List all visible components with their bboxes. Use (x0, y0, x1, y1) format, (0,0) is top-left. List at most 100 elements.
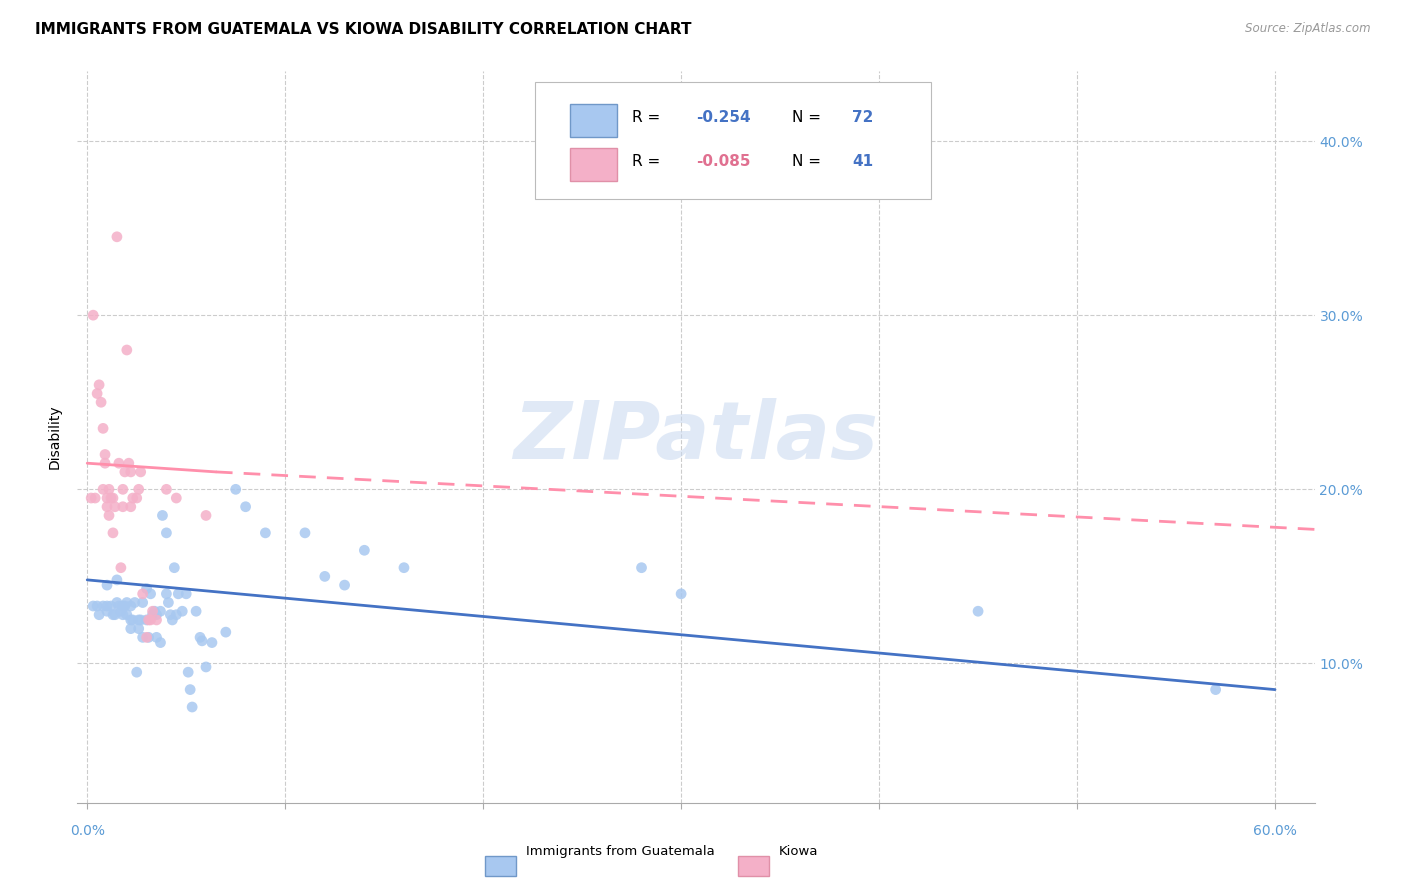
Point (98, 483, 121, 497)
Point (98, 508, 121, 523)
Y-axis label: Disability: Disability (48, 405, 62, 469)
Point (115, 343, 138, 357)
Point (114, 465, 136, 479)
Point (155, 525, 177, 540)
Point (163, 560, 186, 574)
Point (195, 508, 218, 523)
Point (105, 573, 128, 587)
Point (120, 613, 142, 627)
Point (104, 500, 127, 514)
Point (90, 395, 112, 409)
Point (82, 308, 104, 322)
Text: R =: R = (631, 153, 665, 169)
Point (143, 604, 166, 618)
Point (120, 622, 142, 636)
Point (105, 595, 128, 609)
Point (91, 483, 114, 497)
Point (333, 578, 356, 592)
Point (139, 587, 162, 601)
Point (967, 604, 990, 618)
Point (135, 582, 157, 596)
Point (139, 613, 162, 627)
Point (392, 560, 415, 574)
Point (128, 613, 150, 627)
Point (96, 578, 118, 592)
Text: 41: 41 (852, 153, 873, 169)
Point (167, 587, 190, 601)
Point (159, 607, 181, 622)
Point (86, 386, 108, 401)
Point (94, 448, 117, 462)
Point (94, 456, 117, 470)
Point (108, 599, 131, 613)
Point (101, 491, 124, 505)
Point (181, 700, 204, 714)
Point (157, 595, 180, 609)
Point (104, 607, 127, 622)
Point (87, 607, 110, 622)
Point (128, 483, 150, 497)
Point (188, 631, 211, 645)
Text: -0.085: -0.085 (696, 153, 751, 169)
Text: Source: ZipAtlas.com: Source: ZipAtlas.com (1246, 22, 1371, 36)
Text: Immigrants from Guatemala: Immigrants from Guatemala (526, 846, 714, 858)
Point (215, 625, 238, 640)
Point (120, 500, 142, 514)
Point (115, 595, 138, 609)
Point (131, 595, 153, 609)
Point (110, 560, 132, 574)
FancyBboxPatch shape (536, 82, 931, 200)
Point (135, 631, 157, 645)
Point (165, 491, 187, 505)
Text: R =: R = (631, 110, 665, 125)
Point (225, 483, 247, 497)
Point (91, 421, 114, 435)
Point (145, 613, 167, 627)
Text: IMMIGRANTS FROM GUATEMALA VS KIOWA DISABILITY CORRELATION CHART: IMMIGRANTS FROM GUATEMALA VS KIOWA DISAB… (35, 22, 692, 37)
Point (145, 631, 167, 645)
FancyBboxPatch shape (569, 104, 617, 137)
Point (145, 607, 167, 622)
Point (142, 607, 165, 622)
Point (101, 607, 124, 622)
Text: 0.0%: 0.0% (70, 823, 104, 838)
Point (235, 500, 257, 514)
Point (111, 483, 134, 497)
Point (314, 569, 336, 583)
Point (121, 491, 143, 505)
Point (138, 631, 160, 645)
Point (201, 635, 224, 649)
Point (125, 491, 148, 505)
Point (84, 491, 107, 505)
Point (254, 525, 277, 540)
Text: -0.254: -0.254 (696, 110, 751, 125)
Point (353, 543, 375, 558)
Point (135, 613, 157, 627)
Point (669, 587, 692, 601)
Point (108, 456, 131, 470)
Point (131, 587, 153, 601)
Point (179, 682, 201, 697)
Point (82, 599, 104, 613)
Point (124, 595, 146, 609)
Point (165, 607, 187, 622)
Text: Kiowa: Kiowa (779, 846, 818, 858)
Point (121, 613, 143, 627)
Point (149, 604, 172, 618)
Point (128, 622, 150, 636)
Point (174, 587, 197, 601)
Point (184, 604, 207, 618)
Point (118, 456, 141, 470)
Point (155, 483, 177, 497)
Point (294, 525, 316, 540)
Point (114, 599, 136, 613)
Point (129, 613, 152, 627)
Point (138, 613, 160, 627)
Point (110, 604, 132, 618)
Point (1205, 682, 1227, 697)
Point (172, 604, 194, 618)
FancyBboxPatch shape (569, 148, 617, 181)
Text: N =: N = (793, 153, 827, 169)
Point (105, 229, 128, 244)
Text: 72: 72 (852, 110, 873, 125)
